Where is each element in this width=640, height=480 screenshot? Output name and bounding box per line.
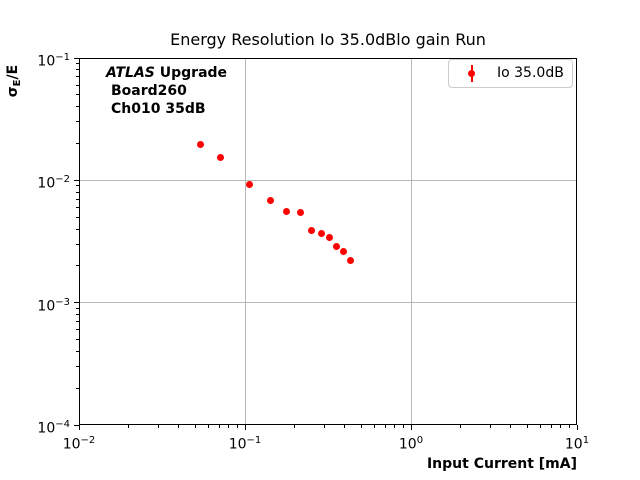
y-minor-tick [76, 84, 79, 86]
x-minor-tick [157, 425, 159, 428]
x-minor-tick [360, 425, 362, 428]
x-minor-tick [539, 425, 541, 428]
x-minor-tick [236, 425, 238, 428]
legend-box: Io 35.0dB [448, 59, 573, 88]
x-minor-tick [526, 425, 528, 428]
x-minor-tick [510, 425, 512, 428]
x-minor-tick [560, 425, 562, 428]
gridline [244, 59, 246, 424]
y-minor-tick [76, 314, 79, 316]
y-minor-tick [76, 307, 79, 309]
y-major-tick [74, 179, 79, 181]
y-minor-tick [76, 94, 79, 96]
x-tick-label: 101 [564, 435, 590, 453]
y-tick-label: 10−1 [37, 52, 70, 70]
y-tick-label: 10−2 [37, 174, 70, 192]
x-minor-tick [568, 425, 570, 428]
data-point [217, 153, 225, 161]
plot-annotation: ATLAS Upgrade Board260 Ch010 35dB [106, 64, 227, 118]
plot-area [79, 58, 577, 425]
x-minor-tick [128, 425, 130, 428]
y-minor-tick [76, 321, 79, 323]
x-tick-label: 10−1 [228, 435, 262, 453]
data-point [267, 196, 275, 204]
x-major-tick [576, 425, 578, 430]
x-minor-tick [384, 425, 386, 428]
y-minor-tick [76, 206, 79, 208]
atlas-text: ATLAS [106, 65, 155, 81]
x-minor-tick [373, 425, 375, 428]
y-minor-tick [76, 185, 79, 187]
y-minor-tick [76, 191, 79, 193]
data-point [339, 248, 347, 256]
y-minor-tick [76, 69, 79, 71]
data-point [307, 226, 315, 234]
x-minor-tick [460, 425, 462, 428]
annotation-line-1: ATLAS Upgrade [106, 64, 227, 82]
data-point [325, 234, 333, 242]
x-major-tick [410, 425, 412, 430]
x-major-tick [78, 425, 80, 430]
gridline [410, 59, 412, 424]
x-minor-tick [344, 425, 346, 428]
gridline [80, 302, 576, 304]
x-tick-label: 100 [398, 435, 424, 453]
x-major-tick [244, 425, 246, 430]
x-minor-tick [178, 425, 180, 428]
y-minor-tick [76, 329, 79, 331]
y-minor-tick [76, 76, 79, 78]
y-major-tick [74, 57, 79, 59]
x-tick-label: 10−2 [62, 435, 96, 453]
upgrade-text: Upgrade [159, 65, 228, 81]
x-minor-tick [394, 425, 396, 428]
data-point [296, 208, 304, 216]
x-minor-tick [489, 425, 491, 428]
data-point [246, 181, 254, 189]
data-point [333, 242, 341, 250]
data-point [346, 257, 354, 265]
annotation-line-2: Board260 [111, 83, 187, 99]
x-minor-tick [194, 425, 196, 428]
y-major-tick [74, 302, 79, 304]
y-minor-tick [76, 198, 79, 200]
y-tick-label: 10−4 [37, 419, 70, 437]
x-minor-tick [550, 425, 552, 428]
x-axis-label: Input Current [mA] [426, 456, 577, 472]
annotation-line-3: Ch010 35dB [111, 101, 206, 117]
ylabel-subscript: E [12, 79, 23, 87]
y-minor-tick [76, 106, 79, 108]
x-minor-tick [218, 425, 220, 428]
y-minor-tick [76, 228, 79, 230]
chart-title: Energy Resolution Io 35.0dBlo gain Run [170, 30, 486, 49]
y-tick-label: 10−3 [37, 296, 70, 315]
x-minor-tick [207, 425, 209, 428]
x-minor-tick [323, 425, 325, 428]
y-minor-tick [76, 387, 79, 389]
y-minor-tick [76, 121, 79, 123]
data-point [283, 207, 291, 215]
legend-label: Io 35.0dB [497, 65, 564, 81]
y-minor-tick [76, 63, 79, 65]
y-minor-tick [76, 243, 79, 245]
y-minor-tick [76, 366, 79, 368]
y-minor-tick [76, 143, 79, 144]
x-minor-tick [402, 425, 404, 428]
y-minor-tick [76, 216, 79, 218]
gridline [80, 179, 576, 181]
x-minor-tick [228, 425, 230, 428]
x-minor-tick [294, 425, 296, 428]
y-minor-tick [76, 265, 79, 267]
data-point [317, 229, 325, 237]
ylabel-sigma: σ [5, 86, 21, 98]
data-point [196, 141, 204, 149]
y-minor-tick [76, 350, 79, 352]
y-minor-tick [76, 338, 79, 340]
legend-marker-icon [468, 70, 475, 77]
y-major-tick [74, 424, 79, 426]
